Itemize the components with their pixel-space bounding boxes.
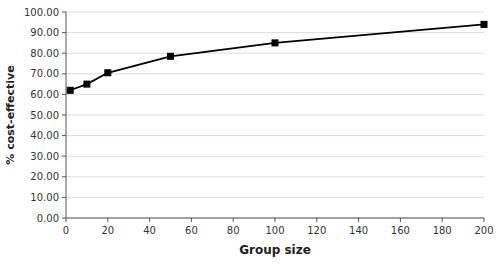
tick [275,218,276,222]
marker [67,87,73,93]
tick-label: 60.00 [30,89,59,100]
tick-label: 80 [227,225,240,236]
tick-label: 60 [185,225,198,236]
tick-label: 10.00 [30,192,59,203]
tick-label: 90.00 [30,27,59,38]
grid-line [66,197,484,198]
tick-label: 0.00 [37,213,59,224]
tick [62,73,66,74]
tick-label: 70.00 [30,68,59,79]
grid-line [66,12,484,13]
tick [400,218,401,222]
marker [272,40,278,46]
tick-label: 30.00 [30,151,59,162]
tick-label: 160 [391,225,410,236]
tick-label: 20 [101,225,114,236]
x-axis-label: Group size [239,243,311,257]
x-axis: 0 20 40 60 80 100 120 140 160 180 200 [63,218,494,236]
marker [84,81,90,87]
grid-line [66,135,484,136]
tick-label: 20.00 [30,171,59,182]
tick [62,135,66,136]
marker [168,53,174,59]
tick [191,218,192,222]
tick [62,32,66,33]
line [70,24,484,90]
grid-line [66,94,484,95]
tick-label: 40.00 [30,130,59,141]
marker [481,21,487,27]
tick [62,115,66,116]
tick [358,218,359,222]
tick [62,197,66,198]
grid-line [66,156,484,157]
axis-line [66,218,484,219]
axis-line [66,12,67,218]
tick-label: 80.00 [30,48,59,59]
tick [107,218,108,222]
grid-line [66,53,484,54]
tick [62,12,66,13]
grid-line [66,115,484,116]
tick [62,176,66,177]
grid-line [66,32,484,33]
tick [484,218,485,222]
tick [66,218,67,222]
grid-line [66,218,484,219]
tick-label: 40 [143,225,156,236]
tick [62,218,66,219]
marker [105,70,111,76]
tick [62,53,66,54]
tick [316,218,317,222]
tick-label: 100 [265,225,284,236]
tick [233,218,234,222]
tick [149,218,150,222]
tick-label: 180 [433,225,452,236]
tick-label: 0 [63,225,69,236]
chart: 0.00 10.00 20.00 30.00 40.00 50.00 60.00 70.00 8… [0,0,500,264]
tick [62,156,66,157]
tick [442,218,443,222]
tick-label: 50.00 [30,110,59,121]
y-axis-label: % cost-effective [4,65,17,164]
tick [62,94,66,95]
tick-label: 200 [474,225,493,236]
tick-label: 100.00 [24,7,59,18]
grid-line [66,176,484,177]
tick-label: 140 [349,225,368,236]
plot-area [67,21,487,93]
grid-line [66,73,484,74]
tick-label: 120 [307,225,326,236]
y-axis: 0.00 10.00 20.00 30.00 40.00 50.00 60.00 70.00 8… [24,7,484,224]
